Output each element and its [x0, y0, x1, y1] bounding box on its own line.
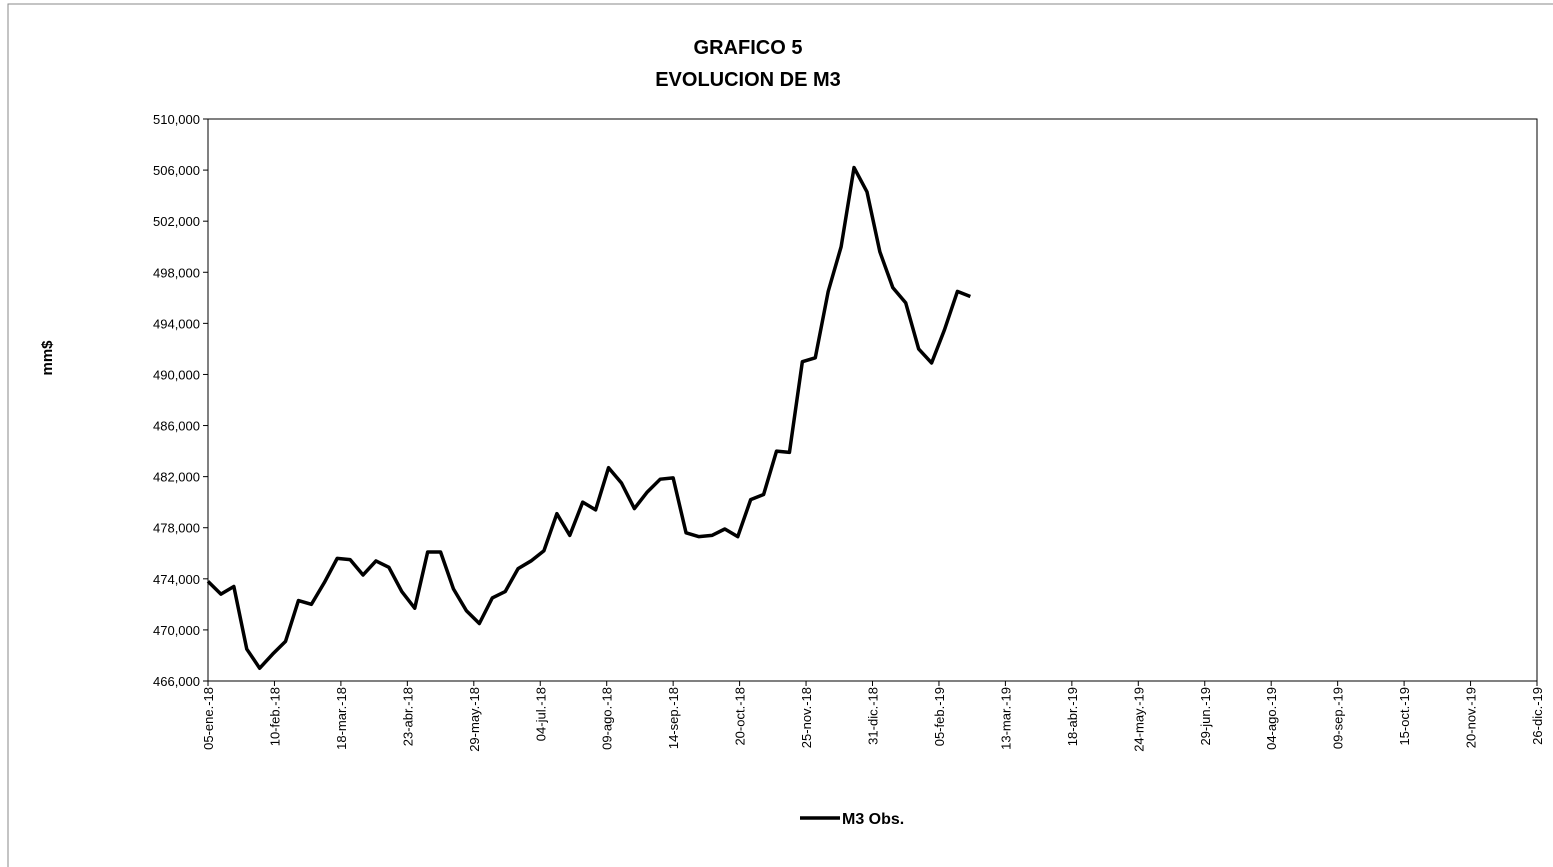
x-tick-label: 20-oct.-18 [733, 687, 748, 746]
y-tick-label: 478,000 [153, 521, 200, 536]
x-tick-label: 31-dic.-18 [866, 687, 881, 745]
x-tick-label: 04-ago.-19 [1264, 687, 1279, 750]
y-axis-label: mm$ [39, 340, 56, 376]
x-tick-label: 18-mar.-18 [334, 687, 349, 750]
x-tick-label: 25-nov.-18 [799, 687, 814, 748]
chart-frame [7, 3, 1553, 867]
y-tick-label: 486,000 [153, 419, 200, 434]
x-tick-label: 18-abr.-19 [1065, 687, 1080, 746]
y-tick-label: 494,000 [153, 316, 200, 331]
x-tick-label: 10-feb.-18 [267, 687, 282, 746]
x-tick-label: 14-sep.-18 [666, 687, 681, 749]
y-tick-label: 490,000 [153, 367, 200, 382]
x-tick-label: 15-oct.-19 [1397, 687, 1412, 746]
y-tick-label: 498,000 [153, 265, 200, 280]
y-tick-label: 482,000 [153, 470, 200, 485]
y-tick-label: 474,000 [153, 572, 200, 587]
x-tick-label: 29-jun.-19 [1198, 687, 1213, 746]
x-tick-label: 09-sep.-19 [1331, 687, 1346, 749]
x-tick-label: 04-jul.-18 [533, 687, 548, 741]
y-tick-label: 470,000 [153, 623, 200, 638]
chart-title: GRAFICO 5 [694, 37, 803, 59]
x-tick-label: 05-feb.-19 [932, 687, 947, 746]
x-tick-label: 05-ene.-18 [201, 687, 216, 750]
x-tick-label: 24-may.-19 [1131, 687, 1146, 752]
x-tick-label: 23-abr.-18 [400, 687, 415, 746]
y-tick-label: 466,000 [153, 674, 200, 689]
y-tick-label: 502,000 [153, 214, 200, 229]
y-tick-label: 510,000 [153, 112, 200, 127]
x-tick-label: 26-dic.-19 [1530, 687, 1545, 745]
x-tick-label: 20-nov.-19 [1464, 687, 1479, 748]
chart-subtitle: EVOLUCION DE M3 [655, 69, 841, 91]
legend-label: M3 Obs. [842, 811, 904, 828]
data-line [206, 165, 971, 670]
x-tick-label: 29-may.-18 [467, 687, 482, 752]
y-tick-label: 506,000 [153, 163, 200, 178]
x-tick-label: 13-mar.-19 [998, 687, 1013, 750]
x-tick-label: 09-ago.-18 [600, 687, 615, 750]
